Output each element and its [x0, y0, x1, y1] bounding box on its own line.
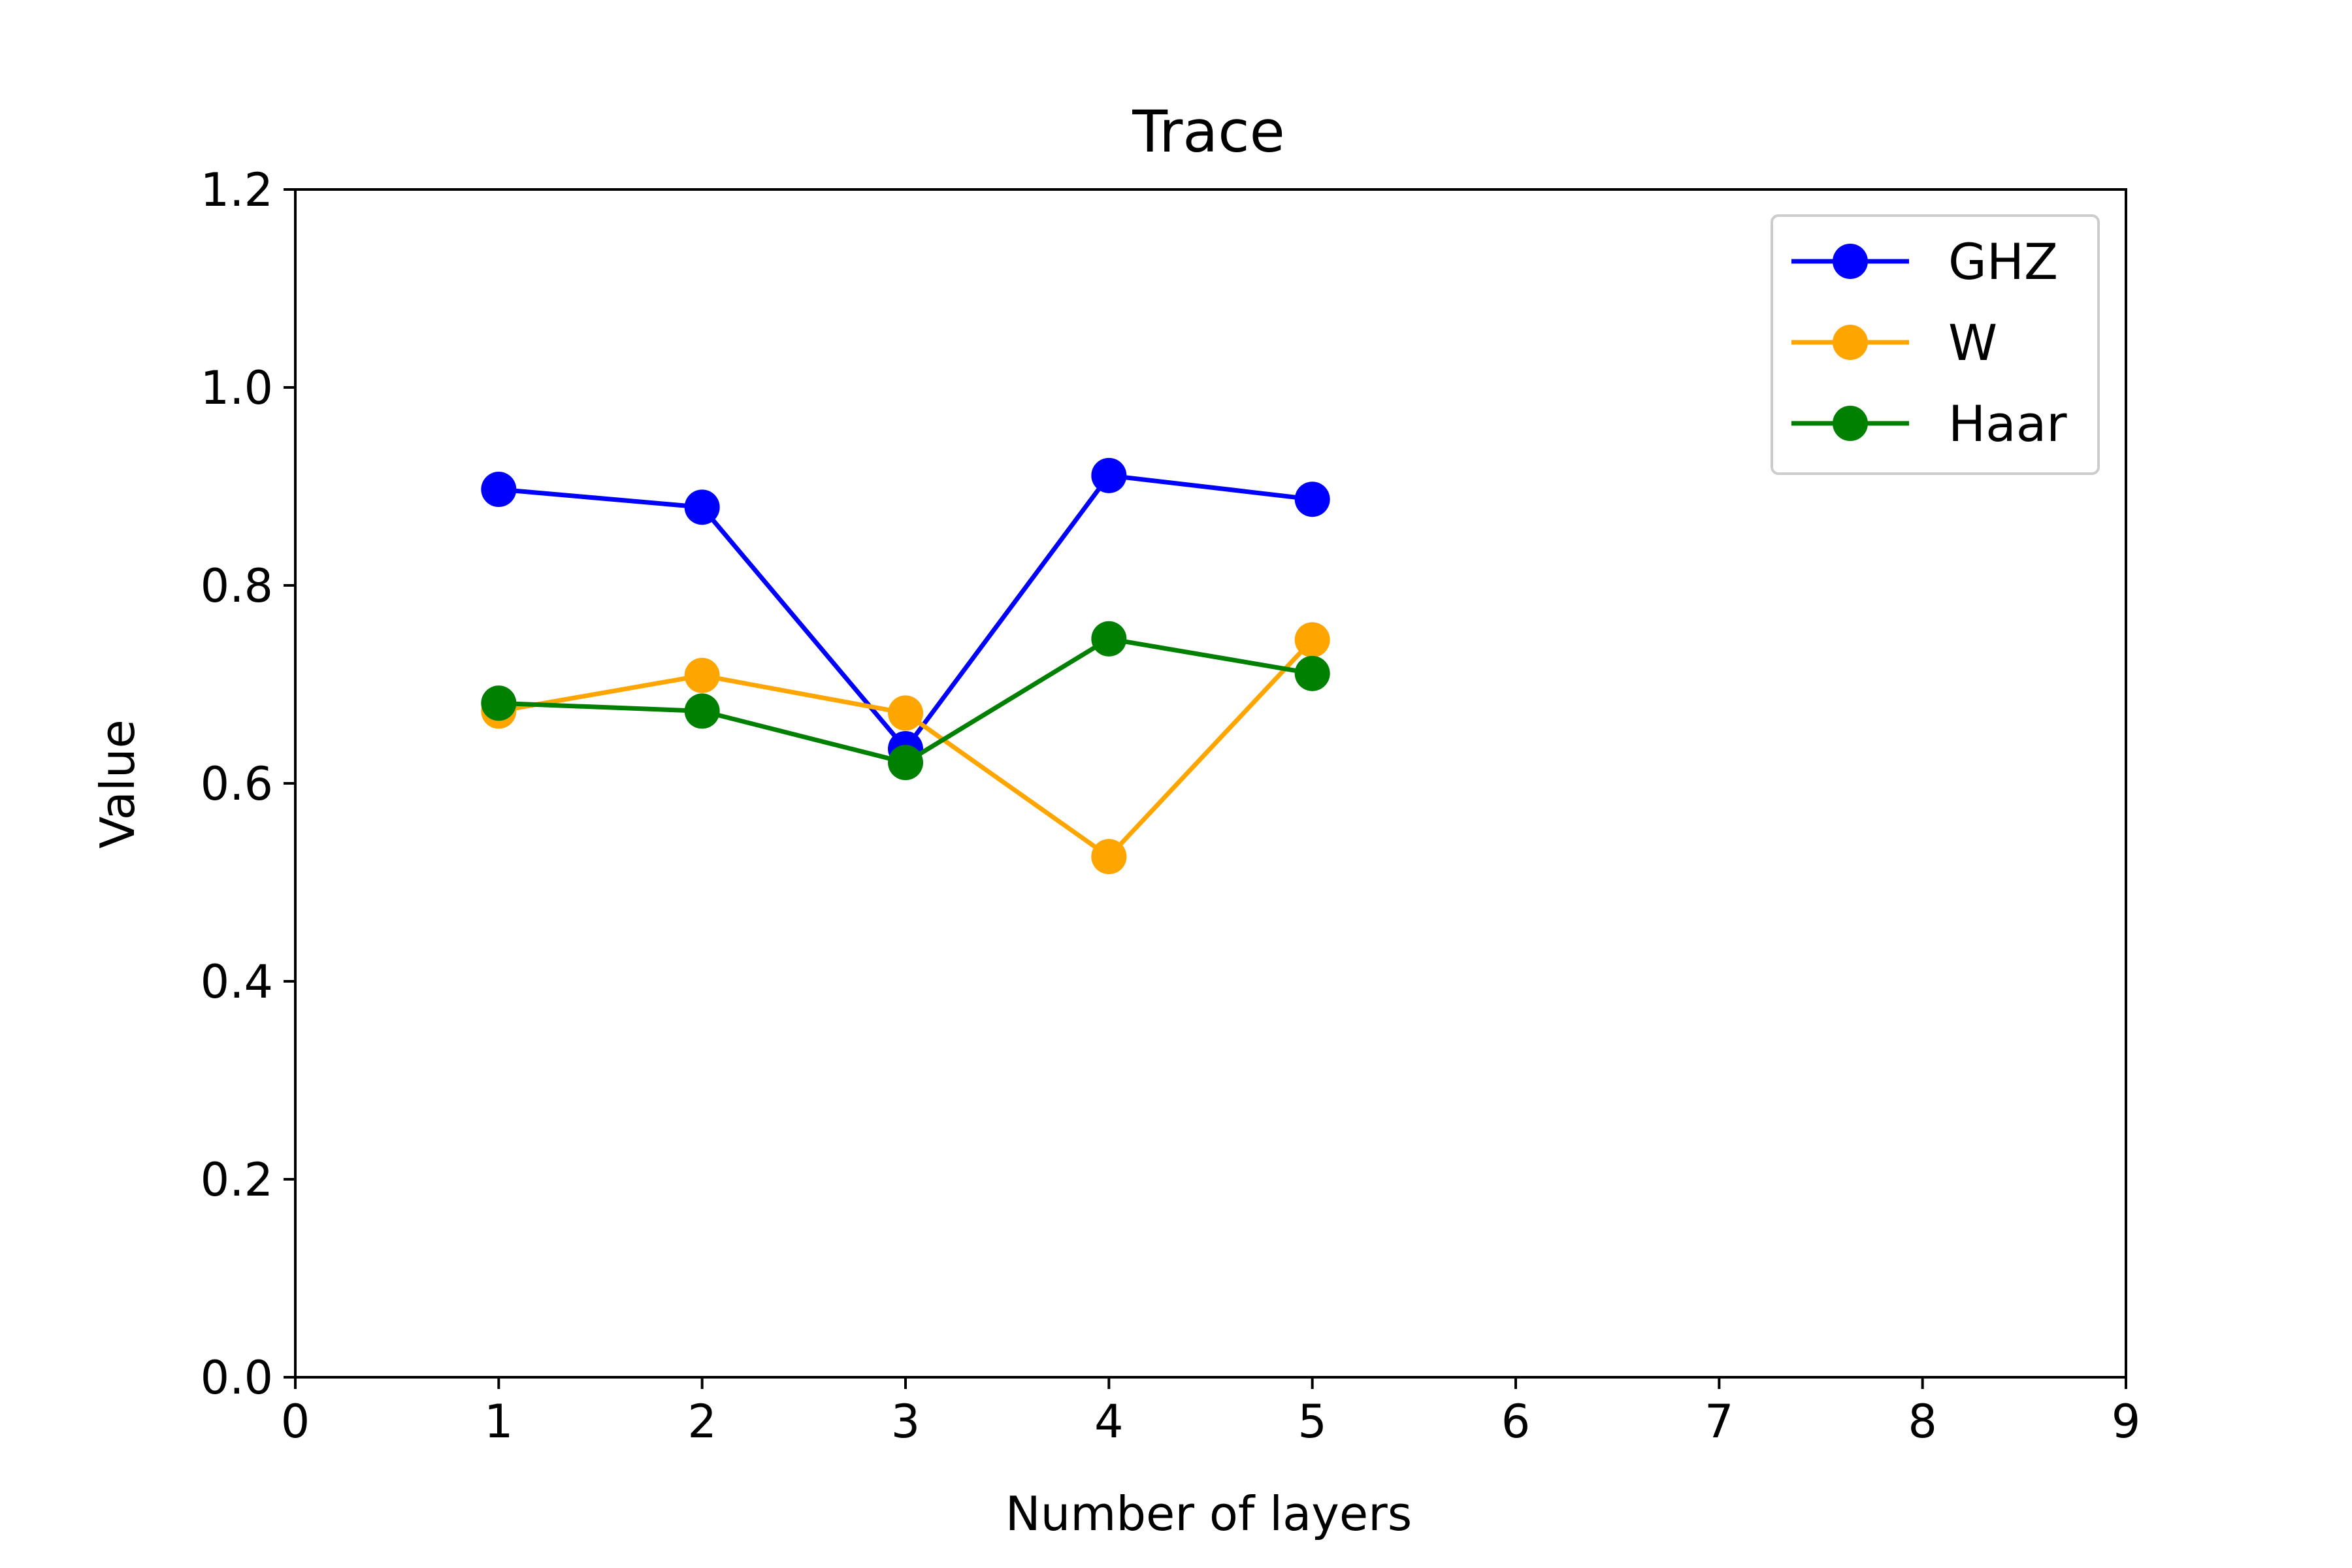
data-point-haar	[481, 685, 517, 721]
x-tick-label: 4	[1094, 1395, 1124, 1448]
x-tick-label: 1	[484, 1395, 514, 1448]
data-point-w	[684, 657, 720, 693]
y-tick-label: 0.0	[201, 1351, 273, 1405]
data-point-haar	[684, 693, 720, 729]
y-tick-label: 0.8	[201, 559, 273, 613]
legend: GHZ W Haar	[1771, 214, 2100, 475]
y-tick-label: 0.4	[201, 955, 273, 1009]
x-axis-ticks: 0 1 2 3 4 5 6 7 8 9	[281, 1377, 2141, 1448]
x-tick-label: 8	[1908, 1395, 1937, 1448]
legend-label-w: W	[1948, 314, 1997, 372]
data-point-ghz	[684, 489, 720, 525]
legend-marker-w	[1833, 325, 1868, 360]
data-point-w	[1091, 839, 1127, 875]
legend-label-ghz: GHZ	[1948, 233, 2058, 291]
data-point-ghz	[1294, 482, 1330, 517]
data-point-ghz	[481, 472, 517, 508]
legend-item-haar: Haar	[1791, 395, 2067, 453]
x-axis-label: Number of layers	[1005, 1486, 1413, 1541]
series-layer	[481, 457, 1330, 875]
x-tick-label: 5	[1298, 1395, 1327, 1448]
x-tick-label: 2	[687, 1395, 717, 1448]
y-tick-label: 1.2	[201, 163, 273, 217]
data-point-w	[1294, 622, 1330, 658]
data-point-ghz	[1091, 457, 1127, 493]
legend-item-w: W	[1791, 314, 1997, 372]
x-tick-label: 3	[891, 1395, 921, 1448]
series-haar	[481, 621, 1330, 781]
legend-label-haar: Haar	[1948, 395, 2067, 453]
legend-marker-ghz	[1833, 244, 1868, 279]
y-tick-label: 1.0	[201, 361, 273, 415]
y-tick-label: 0.2	[201, 1153, 273, 1207]
legend-marker-haar	[1833, 406, 1868, 441]
legend-item-ghz: GHZ	[1791, 233, 2058, 291]
x-tick-label: 6	[1501, 1395, 1531, 1448]
x-tick-label: 7	[1705, 1395, 1734, 1448]
y-axis-label: Value	[90, 719, 145, 849]
x-tick-label: 0	[281, 1395, 310, 1448]
chart-title: Trace	[1132, 98, 1284, 165]
y-axis-ticks: 0.0 0.2 0.4 0.6 0.8 1.0 1.2	[201, 163, 295, 1405]
x-tick-label: 9	[2112, 1395, 2141, 1448]
data-point-haar	[888, 745, 923, 781]
data-point-w	[888, 695, 923, 731]
data-point-haar	[1294, 655, 1330, 691]
y-tick-label: 0.6	[201, 757, 273, 811]
data-point-haar	[1091, 621, 1127, 657]
